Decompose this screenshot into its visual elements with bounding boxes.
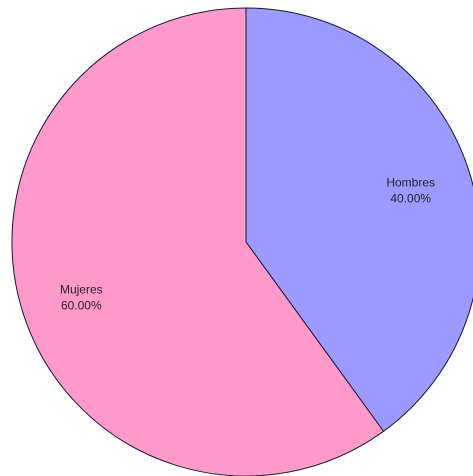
pie-slice-mujeres (11, 7, 385, 476)
slice-label-hombres: Hombres (386, 176, 435, 190)
slice-percent-mujeres: 60.00% (61, 299, 102, 313)
pie-slice-hombres (245, 7, 473, 432)
slice-label-mujeres: Mujeres (60, 283, 103, 297)
slice-percent-hombres: 40.00% (390, 192, 431, 206)
